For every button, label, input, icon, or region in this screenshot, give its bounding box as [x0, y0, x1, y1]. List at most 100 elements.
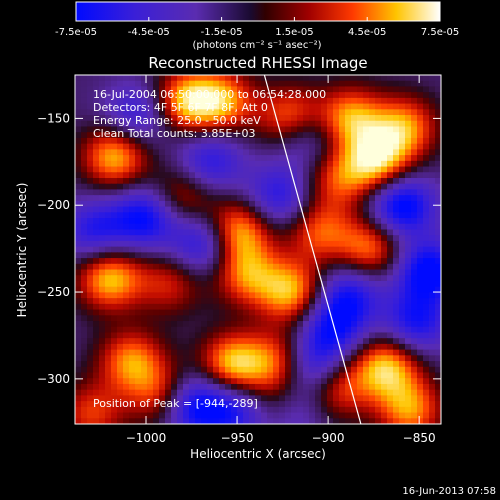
heatmap-cell: [315, 97, 322, 105]
heatmap-cell: [429, 246, 436, 253]
heatmap-cell: [297, 137, 304, 145]
heatmap-cell: [429, 155, 436, 162]
heatmap-cell: [141, 97, 148, 105]
heatmap-cell: [411, 349, 418, 356]
heatmap-cell: [111, 240, 118, 248]
heatmap-cell: [291, 418, 298, 424]
heatmap-cell: [249, 326, 256, 334]
heatmap-cell: [81, 97, 88, 105]
heatmap-cell: [363, 126, 370, 133]
heatmap-cell: [351, 418, 358, 424]
heatmap-cell: [369, 361, 376, 368]
heatmap-cell: [231, 160, 238, 168]
heatmap-cell: [423, 349, 430, 356]
heatmap-cell: [387, 286, 394, 294]
heatmap-cell: [111, 355, 118, 362]
heatmap-cell: [267, 115, 274, 122]
heatmap-cell: [237, 343, 244, 351]
heatmap-cell: [375, 206, 382, 213]
heatmap-cell: [417, 132, 424, 139]
heatmap-cell: [393, 252, 400, 259]
heatmap-cell: [387, 298, 394, 305]
heatmap-cell: [393, 206, 400, 213]
heatmap-cell: [405, 280, 412, 288]
heatmap-cell: [273, 143, 280, 150]
heatmap-cell: [201, 143, 208, 150]
heatmap-cell: [189, 406, 196, 414]
heatmap-cell: [405, 292, 412, 299]
heatmap-cell: [165, 303, 172, 311]
heatmap-cell: [201, 75, 208, 82]
heatmap-cell: [147, 137, 154, 145]
heatmap-cell: [81, 366, 88, 374]
heatmap-cell: [141, 137, 148, 145]
heatmap-cell: [183, 103, 190, 110]
heatmap-cell: [195, 75, 202, 82]
heatmap-cell: [381, 258, 388, 265]
heatmap-cell: [285, 338, 292, 345]
heatmap-cell: [255, 109, 262, 116]
heatmap-cell: [315, 418, 322, 424]
heatmap-cell: [117, 92, 124, 99]
heatmap-cell: [297, 75, 304, 82]
heatmap-cell: [249, 378, 256, 385]
heatmap-cell: [345, 361, 352, 368]
heatmap-cell: [411, 80, 418, 88]
heatmap-cell: [423, 309, 430, 316]
heatmap-cell: [225, 349, 232, 356]
heatmap-cell: [273, 383, 280, 391]
heatmap-cell: [381, 126, 388, 133]
heatmap-cell: [417, 252, 424, 259]
heatmap-cell: [309, 143, 316, 150]
heatmap-cell: [297, 361, 304, 368]
heatmap-cell: [423, 149, 430, 156]
heatmap-cell: [243, 246, 250, 253]
heatmap-cell: [201, 183, 208, 191]
heatmap-cell: [117, 263, 124, 271]
heatmap-cell: [267, 229, 274, 236]
heatmap-cell: [363, 97, 370, 105]
heatmap-cell: [321, 212, 328, 219]
heatmap-cell: [333, 183, 340, 191]
heatmap-cell: [183, 401, 190, 408]
heatmap-cell: [423, 258, 430, 265]
heatmap-cell: [117, 120, 124, 128]
heatmap-cell: [435, 235, 441, 242]
heatmap-cell: [87, 223, 94, 231]
heatmap-cell: [165, 80, 172, 88]
heatmap-cell: [381, 97, 388, 105]
heatmap-cell: [423, 206, 430, 213]
heatmap-cell: [291, 355, 298, 362]
heatmap-cell: [171, 120, 178, 128]
heatmap-cell: [309, 97, 316, 105]
heatmap-cell: [237, 263, 244, 271]
heatmap-cell: [153, 309, 160, 316]
heatmap-cell: [183, 412, 190, 419]
heatmap-cell: [237, 240, 244, 248]
heatmap-cell: [351, 137, 358, 145]
heatmap-cell: [159, 378, 166, 385]
heatmap-cell: [87, 389, 94, 396]
heatmap-cell: [399, 378, 406, 385]
heatmap-cell: [207, 292, 214, 299]
heatmap-cell: [303, 292, 310, 299]
heatmap-cell: [249, 155, 256, 162]
heatmap-cell: [177, 303, 184, 311]
heatmap-cell: [93, 412, 100, 419]
heatmap-cell: [207, 263, 214, 271]
heatmap-cell: [243, 172, 250, 179]
heatmap-cell: [357, 309, 364, 316]
heatmap-cell: [147, 383, 154, 391]
heatmap-cell: [93, 349, 100, 356]
heatmap-cell: [213, 406, 220, 414]
heatmap-cell: [309, 172, 316, 179]
heatmap-cell: [369, 349, 376, 356]
heatmap-cell: [267, 275, 274, 282]
heatmap-cell: [93, 143, 100, 150]
heatmap-cell: [249, 206, 256, 213]
heatmap-cell: [129, 109, 136, 116]
heatmap-cell: [249, 418, 256, 424]
heatmap-cell: [387, 383, 394, 391]
heatmap-cell: [87, 172, 94, 179]
heatmap-cell: [387, 406, 394, 414]
